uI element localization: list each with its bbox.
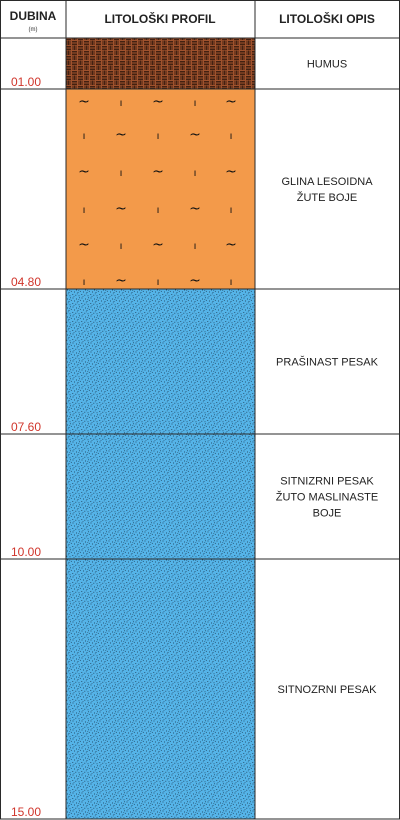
- layer-description-line: PRAŠINAST PESAK: [276, 356, 379, 369]
- clay-tick-symbol: ı: [194, 98, 197, 109]
- profile-column-title: LITOLOŠKI PROFIL: [104, 11, 215, 26]
- clay-tick-symbol: ı: [157, 131, 160, 142]
- clay-wave-symbol: ~: [115, 201, 127, 217]
- clay-wave-symbol: ~: [78, 237, 90, 253]
- clay-tick-symbol: ı: [120, 168, 123, 179]
- layer-2-fill: [66, 89, 255, 289]
- clay-tick-symbol: ı: [83, 131, 86, 142]
- layer-3-fill: [66, 289, 255, 434]
- header-row: [0, 0, 400, 38]
- depth-column-title: DUBINA: [10, 9, 57, 23]
- clay-tick-symbol: ı: [230, 277, 233, 288]
- clay-tick-symbol: ı: [157, 277, 160, 288]
- clay-wave-symbol: ~: [78, 164, 90, 180]
- clay-tick-symbol: ı: [120, 241, 123, 252]
- clay-tick-symbol: ı: [230, 131, 233, 142]
- depth-label: 10.00: [11, 545, 41, 559]
- clay-wave-symbol: ~: [189, 273, 201, 289]
- clay-wave-symbol: ~: [225, 94, 237, 110]
- clay-wave-symbol: ~: [115, 273, 127, 289]
- clay-tick-symbol: ı: [83, 277, 86, 288]
- clay-wave-symbol: ~: [152, 94, 164, 110]
- layer-4-fill: [66, 434, 255, 559]
- depth-label: 07.60: [11, 420, 41, 434]
- depth-label: 01.00: [11, 75, 41, 89]
- clay-tick-symbol: ı: [83, 205, 86, 216]
- clay-tick-symbol: ı: [230, 205, 233, 216]
- description-column-title: LITOLOŠKI OPIS: [279, 11, 375, 26]
- layer-description-line: BOJE: [313, 508, 342, 520]
- layer-description-line: SITNOZRNI PESAK: [277, 684, 377, 696]
- clay-wave-symbol: ~: [225, 237, 237, 253]
- clay-wave-symbol: ~: [152, 164, 164, 180]
- layer-description-line: ŽUTO MASLINASTE: [276, 491, 378, 504]
- layers-group: 01.00 HUMUS ~ ı ~ ı ~ ı ~ ı ~ ı ~ ı ~ ı ~ ı ~ ı ~ ı ~ ı ~ ı ~ ı ~ ı ~ ı…: [11, 38, 379, 819]
- layer-description-line: GLINA LESOIDNA: [281, 176, 373, 188]
- clay-tick-symbol: ı: [120, 98, 123, 109]
- clay-tick-symbol: ı: [194, 168, 197, 179]
- layer-1-fill: [66, 38, 255, 89]
- clay-wave-symbol: ~: [189, 201, 201, 217]
- layer-5-fill: [66, 559, 255, 819]
- depth-unit-label: (m): [29, 27, 38, 33]
- depth-label: 15.00: [11, 805, 41, 819]
- layer-description-line: HUMUS: [307, 59, 347, 71]
- clay-tick-symbol: ı: [194, 241, 197, 252]
- clay-tick-symbol: ı: [157, 205, 160, 216]
- clay-wave-symbol: ~: [189, 127, 201, 143]
- clay-wave-symbol: ~: [78, 94, 90, 110]
- depth-label: 04.80: [11, 275, 41, 289]
- clay-wave-symbol: ~: [225, 164, 237, 180]
- clay-wave-symbol: ~: [115, 127, 127, 143]
- clay-wave-symbol: ~: [152, 237, 164, 253]
- layer-description-line: ŽUTE BOJE: [297, 191, 358, 204]
- layer-description-line: SITNIZRNI PESAK: [280, 476, 374, 488]
